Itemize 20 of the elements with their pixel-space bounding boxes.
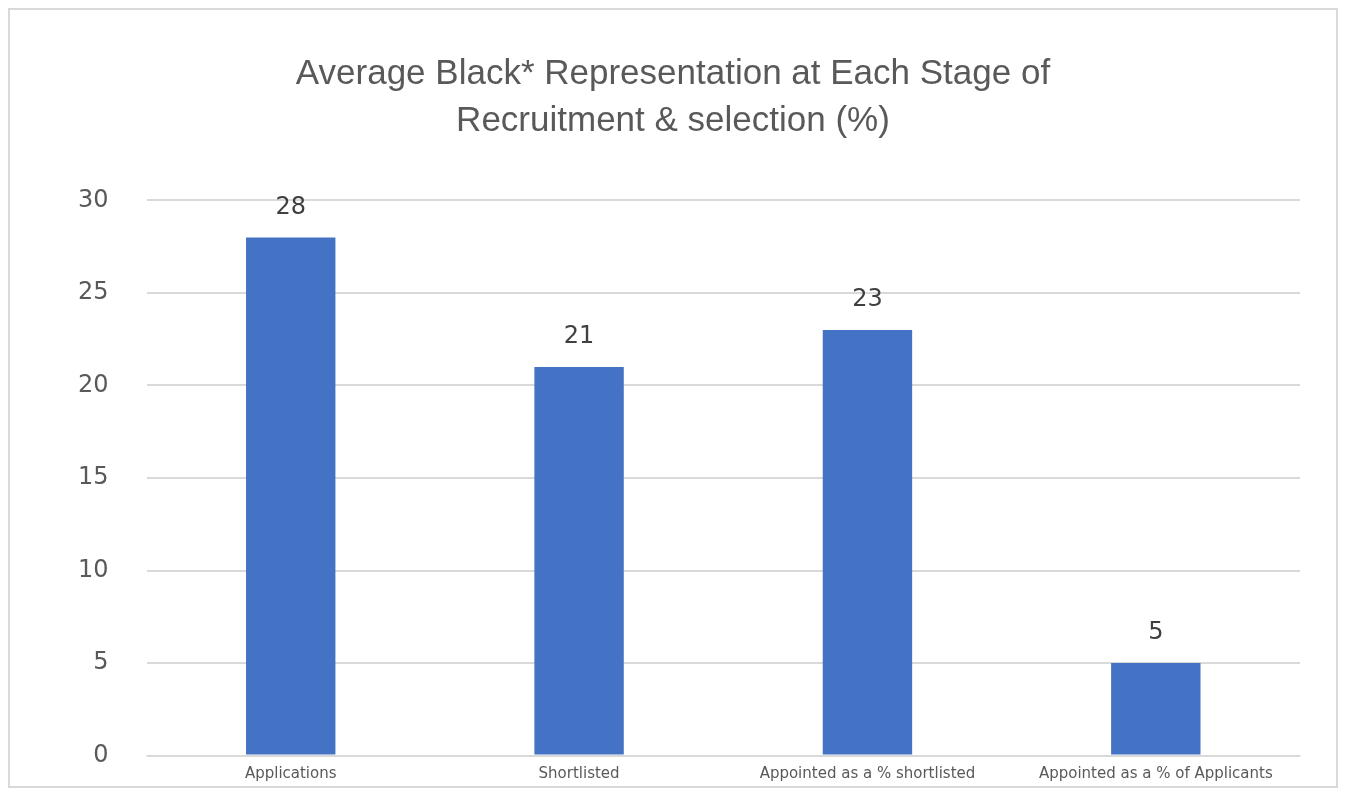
- data-label: 23: [852, 284, 883, 313]
- data-label: 28: [275, 191, 306, 220]
- data-label: 21: [563, 321, 595, 350]
- y-tick-label: 20: [77, 369, 109, 398]
- y-tick-label: 30: [77, 184, 109, 213]
- x-tick-label: Shortlisted: [538, 764, 620, 783]
- bar: [822, 329, 913, 755]
- chart-title: Average Black* Representation at Each Stage of Recruitment & selection (%): [294, 51, 1052, 140]
- y-tick-label: 5: [93, 647, 109, 676]
- x-tick-label: Appointed as a % shortlisted: [759, 764, 976, 783]
- bar: [246, 237, 336, 755]
- bar: [534, 366, 624, 755]
- y-tick-label: 25: [77, 277, 109, 306]
- x-tick-label: Applications: [244, 764, 337, 783]
- data-label: 5: [1148, 617, 1164, 646]
- y-tick-label: 0: [93, 739, 109, 768]
- y-tick-label: 10: [77, 554, 109, 583]
- y-tick-label: 15: [77, 462, 109, 491]
- x-tick-label: Appointed as a % of Applicants: [1038, 764, 1273, 783]
- bar: [1111, 663, 1201, 755]
